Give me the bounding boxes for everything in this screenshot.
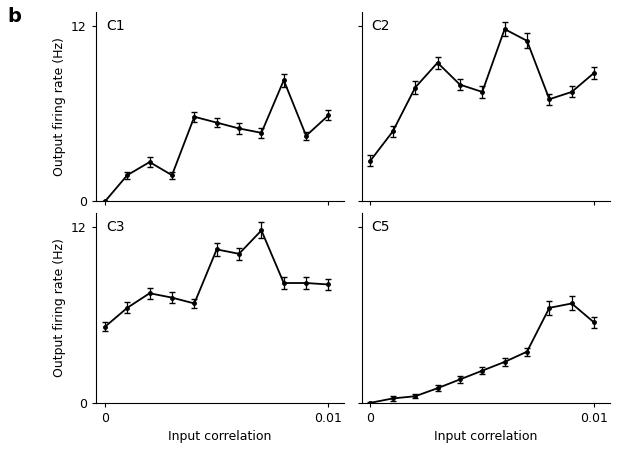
Text: C2: C2 — [371, 19, 390, 33]
X-axis label: Input correlation: Input correlation — [434, 431, 537, 444]
X-axis label: Input correlation: Input correlation — [168, 431, 272, 444]
Y-axis label: Output firing rate (Hz): Output firing rate (Hz) — [53, 238, 66, 377]
Text: C3: C3 — [106, 220, 124, 234]
Text: b: b — [7, 7, 21, 26]
Y-axis label: Output firing rate (Hz): Output firing rate (Hz) — [53, 37, 66, 176]
Text: C5: C5 — [371, 220, 390, 234]
Text: C1: C1 — [106, 19, 124, 33]
